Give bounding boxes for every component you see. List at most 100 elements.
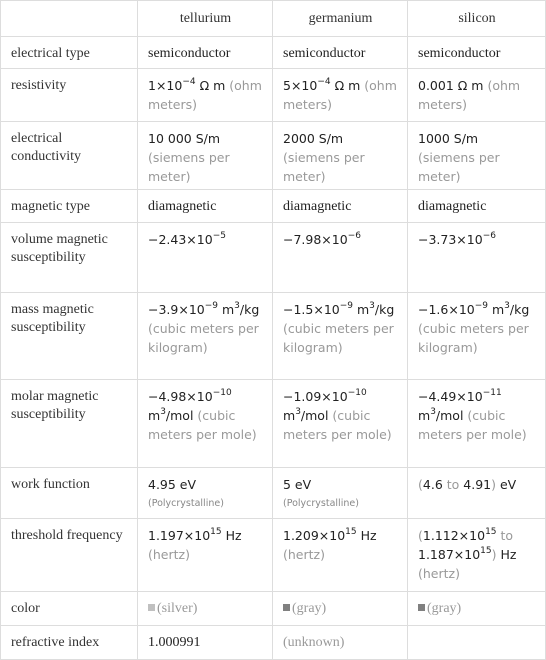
text: −1.6×10 (418, 302, 475, 317)
text: −2.43×10 (148, 232, 213, 247)
cell: 5 eV (Polycrystalline) (272, 467, 408, 519)
text: (hertz) (418, 566, 460, 581)
cell: 1.209×1015 Hz (hertz) (272, 518, 408, 592)
text: 1.209×10 (283, 528, 346, 543)
row-label: magnetic type (0, 189, 138, 223)
text: 4.6 (422, 477, 443, 492)
text: −1.09×10 (283, 389, 348, 404)
cell: (unknown) (272, 625, 408, 660)
row-label: mass magnetic susceptibility (0, 292, 138, 380)
row-label: color (0, 591, 138, 626)
text: −1.5×10 (283, 302, 340, 317)
exponent: 3 (234, 301, 240, 311)
cell: (gray) (272, 591, 408, 626)
text: −3.73×10 (418, 232, 483, 247)
text: (unknown) (283, 635, 345, 650)
exponent: 3 (295, 407, 301, 417)
cell: 10 000 S/m (siemens per meter) (137, 121, 273, 190)
text: (siemens per meter) (418, 150, 500, 184)
exponent: −5 (212, 231, 226, 241)
row: refractive index 1.000991 (unknown) (0, 625, 546, 660)
text: (hertz) (283, 547, 325, 562)
note: (Polycrystalline) (148, 498, 224, 509)
color-swatch (418, 604, 425, 611)
column-header: tellurium (137, 0, 273, 37)
header-row: tellurium germanium silicon (0, 0, 546, 37)
cell: semiconductor (407, 36, 546, 69)
column-header: germanium (272, 0, 408, 37)
exponent: 15 (485, 527, 497, 537)
text: (gray) (292, 601, 327, 616)
color-swatch (148, 604, 155, 611)
text: (cubic meters per mole) (283, 408, 392, 442)
text: eV (496, 477, 517, 492)
row-label: electrical type (0, 36, 138, 69)
exponent: −10 (347, 388, 367, 398)
cell: 2000 S/m (siemens per meter) (272, 121, 408, 190)
text: 5 eV (283, 477, 312, 492)
row: work function 4.95 eV (Polycrystalline) 5 e… (0, 467, 546, 519)
text: 1×10 (148, 78, 183, 93)
text: 5×10 (283, 78, 318, 93)
text: −4.49×10 (418, 389, 483, 404)
text: diamagnetic (283, 199, 352, 214)
exponent: 15 (480, 546, 492, 556)
text: (cubic meters per kilogram) (148, 321, 259, 355)
text: Ω m (195, 78, 230, 93)
corner-cell (0, 0, 138, 37)
cell: (1.112×1015 to 1.187×1015) Hz (hertz) (407, 518, 546, 592)
cell (407, 625, 546, 660)
text: Hz (221, 528, 242, 543)
exponent: 15 (210, 527, 222, 537)
exponent: 3 (504, 301, 510, 311)
row-label: work function (0, 467, 138, 519)
row-label: threshold frequency (0, 518, 138, 592)
text: Hz (356, 528, 377, 543)
cell: (silver) (137, 591, 273, 626)
text: 1.187×10 (418, 547, 481, 562)
text: (cubic meters per mole) (418, 408, 527, 442)
text: (cubic meters per mole) (148, 408, 257, 442)
text: semiconductor (283, 46, 366, 61)
text: diamagnetic (148, 199, 217, 214)
text: 1.000991 (148, 635, 201, 650)
exponent: −9 (339, 301, 354, 311)
row: molar magnetic susceptibility −4.98×10−10… (0, 379, 546, 468)
text: 4.95 eV (148, 477, 197, 492)
exponent: −9 (474, 301, 489, 311)
text: semiconductor (148, 46, 231, 61)
text: 4.91 (463, 477, 492, 492)
text: (ohm meters) (283, 78, 397, 112)
text: ( (418, 477, 423, 492)
row-label: volume magnetic susceptibility (0, 222, 138, 293)
exponent: −10 (212, 388, 232, 398)
text: m (148, 408, 161, 423)
text: 1000 S/m (418, 131, 479, 146)
color-swatch (283, 604, 290, 611)
text: diamagnetic (418, 199, 487, 214)
cell: 5×10−4 Ω m (ohm meters) (272, 68, 408, 122)
text: m (488, 302, 505, 317)
row-label: molar magnetic susceptibility (0, 379, 138, 468)
text: (cubic meters per kilogram) (283, 321, 394, 355)
exponent: 3 (160, 407, 166, 417)
cell: −3.9×10−9 m3/kg (cubic meters per kilogr… (137, 292, 273, 380)
text: −3.9×10 (148, 302, 205, 317)
text: ) (491, 477, 497, 492)
cell: 4.95 eV (Polycrystalline) (137, 467, 273, 519)
text: 2000 S/m (283, 131, 344, 146)
text: m (218, 302, 235, 317)
row: resistivity 1×10−4 Ω m (ohm meters) 5×10−4… (0, 68, 546, 122)
row-label: refractive index (0, 625, 138, 660)
cell: −7.98×10−6 (272, 222, 408, 293)
text: /mol (165, 408, 198, 423)
text: 0.001 Ω m (418, 78, 488, 93)
exponent: −4 (182, 77, 196, 87)
row: volume magnetic susceptibility −2.43×10−5… (0, 222, 546, 293)
cell: semiconductor (137, 36, 273, 69)
text: (siemens per meter) (283, 150, 365, 184)
cell: diamagnetic (407, 189, 546, 223)
text: m (353, 302, 370, 317)
